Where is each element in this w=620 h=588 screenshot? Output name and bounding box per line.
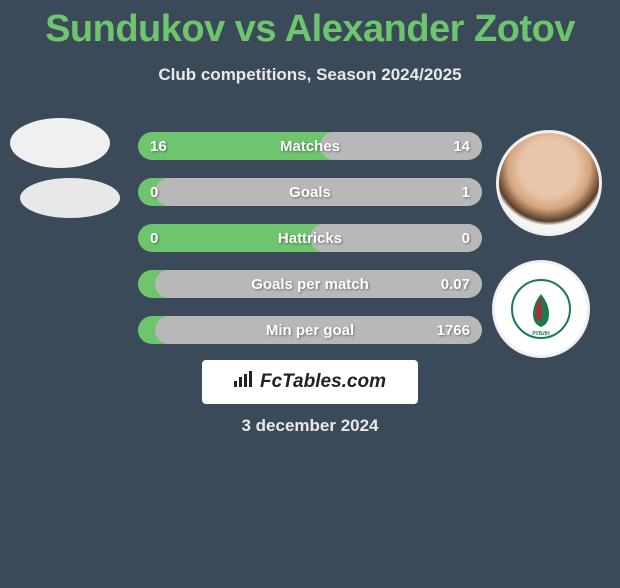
stat-right-value: 0.07 bbox=[441, 270, 470, 298]
rubin-logo-icon: РУБИН bbox=[511, 279, 571, 339]
brand-box: FcTables.com bbox=[202, 360, 418, 404]
stat-label: Goals bbox=[138, 178, 482, 206]
stat-row-gpm: Goals per match 0.07 bbox=[138, 270, 482, 298]
stat-label: Min per goal bbox=[138, 316, 482, 344]
page-title: Sundukov vs Alexander Zotov bbox=[0, 8, 620, 51]
stat-row-mpg: Min per goal 1766 bbox=[138, 316, 482, 344]
stat-right-value: 1 bbox=[462, 178, 470, 206]
stat-row-matches: 16 Matches 14 bbox=[138, 132, 482, 160]
stat-right-value: 1766 bbox=[437, 316, 470, 344]
player-right-avatar bbox=[496, 130, 602, 236]
stat-right-value: 14 bbox=[453, 132, 470, 160]
chart-icon bbox=[234, 371, 254, 393]
stat-row-hattricks: 0 Hattricks 0 bbox=[138, 224, 482, 252]
stat-label: Matches bbox=[138, 132, 482, 160]
stat-row-goals: 0 Goals 1 bbox=[138, 178, 482, 206]
page-subtitle: Club competitions, Season 2024/2025 bbox=[0, 65, 620, 85]
player-left-avatar bbox=[10, 118, 110, 168]
stat-label: Hattricks bbox=[138, 224, 482, 252]
team-right-logo: РУБИН bbox=[492, 260, 590, 358]
stat-right-value: 0 bbox=[462, 224, 470, 252]
stats-bars: 16 Matches 14 0 Goals 1 0 Hattricks 0 Go… bbox=[138, 132, 482, 362]
team-left-logo bbox=[20, 178, 120, 218]
svg-text:РУБИН: РУБИН bbox=[532, 331, 550, 337]
brand-label: FcTables.com bbox=[260, 371, 386, 393]
stat-label: Goals per match bbox=[138, 270, 482, 298]
date-label: 3 december 2024 bbox=[0, 416, 620, 436]
